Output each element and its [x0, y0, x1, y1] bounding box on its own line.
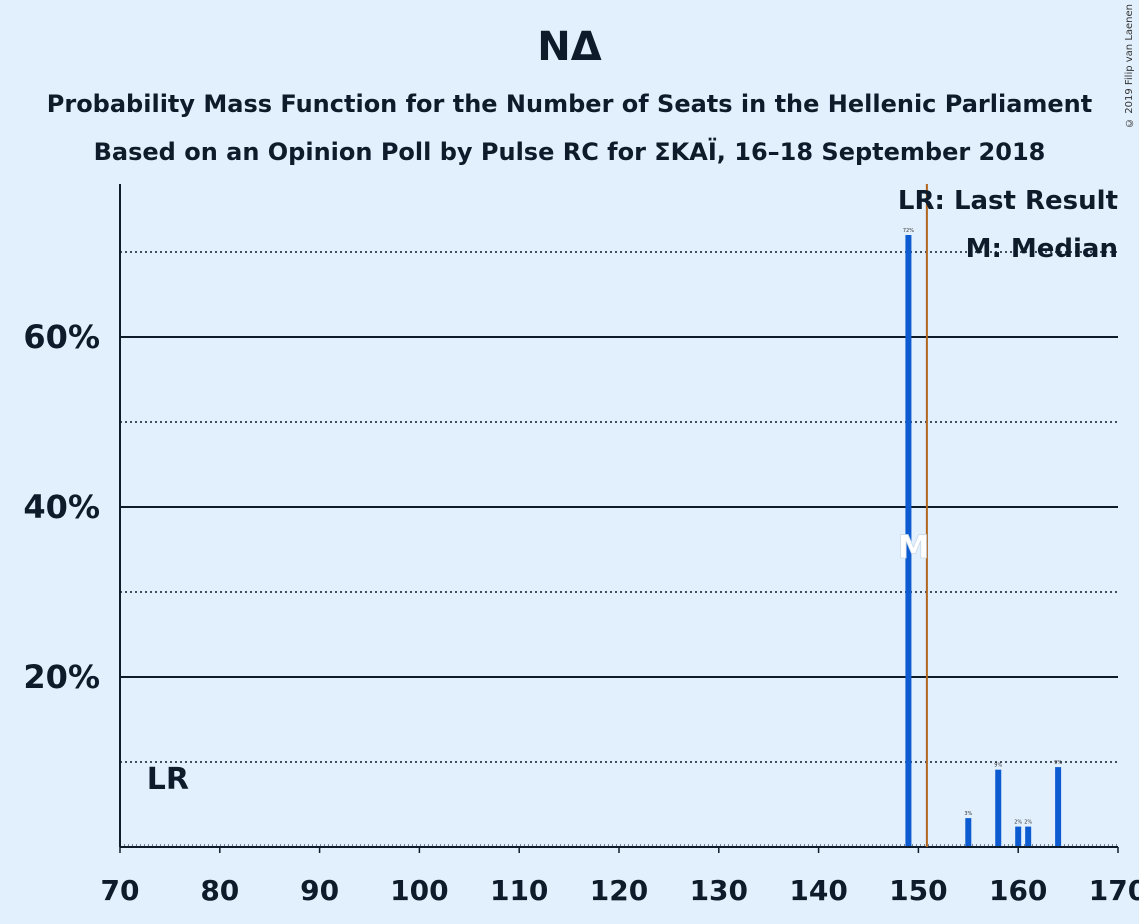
axes: [119, 184, 1119, 853]
x-tick-label: 90: [300, 874, 339, 907]
x-tick-label: 100: [390, 874, 448, 907]
bar: [1015, 826, 1022, 847]
legend-last-result: LR: Last Result: [898, 186, 1118, 216]
bar-label: 2%: [1014, 820, 1022, 826]
x-tick-labels: 70 80 90 100 110 120 130 140 150 160 170: [101, 874, 1139, 907]
median-marker: M: [897, 528, 929, 566]
bar: [905, 235, 912, 847]
grid-lines: [120, 251, 1118, 846]
bar-label: 9%: [994, 763, 1002, 769]
x-tick-label: 140: [789, 874, 847, 907]
bar-series: 72% 3% 9% 2% 2% 9%: [903, 228, 1062, 847]
bar: [1025, 826, 1032, 847]
bar-label: 3%: [964, 811, 972, 817]
legend-median: M: Median: [966, 234, 1118, 264]
x-tick-label: 80: [200, 874, 239, 907]
bar-label: 72%: [903, 228, 914, 234]
x-tick-label: 160: [989, 874, 1047, 907]
overlays: M LR: [147, 184, 930, 847]
y-tick-label: 60%: [23, 318, 100, 356]
x-tick-label: 130: [690, 874, 748, 907]
chart-title: ΝΔ: [537, 24, 602, 70]
bar: [965, 818, 972, 847]
x-tick-label: 70: [101, 874, 140, 907]
last-result-marker: LR: [147, 762, 189, 797]
bar-label: 9%: [1054, 760, 1062, 766]
chart-subtitle-1: Probability Mass Function for the Number…: [46, 90, 1093, 118]
bar: [995, 769, 1002, 847]
y-tick-label: 20%: [23, 658, 100, 696]
x-tick-label: 170: [1089, 874, 1139, 907]
chart-subtitle-2: Based on an Opinion Poll by Pulse RC for…: [93, 138, 1046, 166]
x-tick-label: 110: [490, 874, 548, 907]
x-tick-label: 150: [889, 874, 947, 907]
bar: [1055, 767, 1062, 847]
bar-label: 2%: [1024, 820, 1032, 826]
x-tick-label: 120: [590, 874, 648, 907]
y-tick-label: 40%: [23, 488, 100, 526]
y-tick-labels: 20% 40% 60%: [23, 318, 100, 696]
